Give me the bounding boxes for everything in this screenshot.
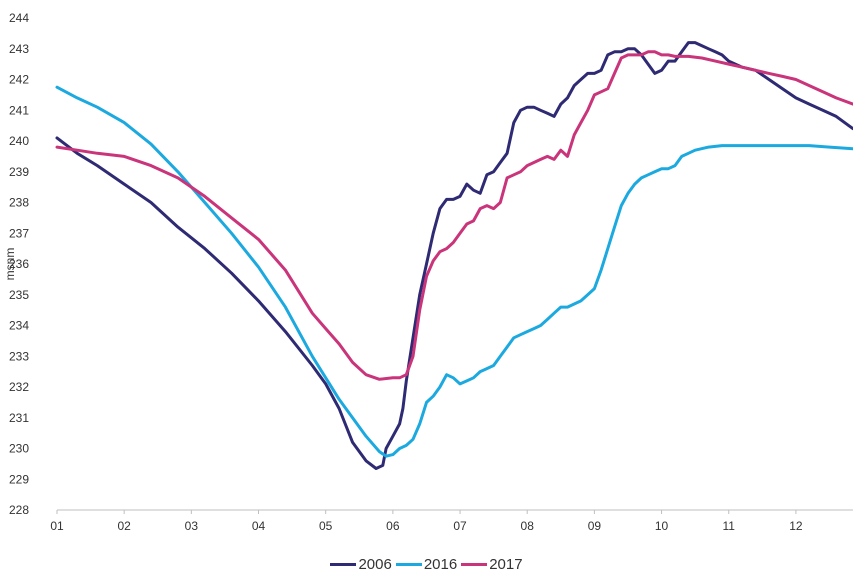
x-tick-label: 01 <box>50 519 64 533</box>
legend-label: 2006 <box>358 556 392 573</box>
series-line-2016 <box>55 85 853 458</box>
x-tick-label: 08 <box>521 519 535 533</box>
y-tick-label: 241 <box>9 103 29 117</box>
x-tick-labels: 01 02 03 04 05 06 07 08 09 10 11 12 <box>50 519 803 533</box>
x-tick-label: 05 <box>319 519 333 533</box>
y-tick-label: 239 <box>9 165 29 179</box>
y-tick-label: 242 <box>9 73 29 87</box>
legend-swatch <box>461 563 488 566</box>
x-tick-label: 04 <box>252 519 266 533</box>
legend-label: 2017 <box>489 556 523 573</box>
x-tick-label: 12 <box>789 519 803 533</box>
y-tick-label: 235 <box>9 288 29 302</box>
y-tick-label: 233 <box>9 349 29 363</box>
x-tick-label: 07 <box>453 519 467 533</box>
legend-swatch <box>330 563 357 566</box>
y-tick-label: 236 <box>9 257 29 271</box>
y-tick-labels: 228 229 230 231 232 233 234 235 236 237 238 239 240 2… <box>9 11 29 517</box>
y-tick-label: 243 <box>9 42 29 56</box>
legend-item-2006: 2006 <box>330 556 392 573</box>
y-tick-label: 244 <box>9 11 29 25</box>
x-tick-label: 06 <box>386 519 400 533</box>
y-axis-label: msnm <box>3 248 17 281</box>
series-lines <box>55 41 853 470</box>
y-tick-label: 229 <box>9 472 29 486</box>
y-tick-label: 238 <box>9 196 29 210</box>
x-tick-label: 10 <box>655 519 669 533</box>
series-line-2006 <box>55 41 853 470</box>
y-tick-label: 231 <box>9 411 29 425</box>
y-tick-label: 230 <box>9 442 29 456</box>
legend-label: 2016 <box>423 556 458 573</box>
x-axis <box>56 509 853 514</box>
legend-item-2016: 2016 <box>395 556 458 573</box>
y-tick-label: 228 <box>9 503 29 517</box>
y-tick-label: 240 <box>9 134 29 148</box>
y-tick-label: 232 <box>9 380 29 394</box>
y-tick-label: 237 <box>9 226 29 240</box>
x-tick-label: 09 <box>588 519 602 533</box>
y-tick-label: 234 <box>9 319 29 333</box>
legend: 2006 2016 2017 <box>0 556 853 573</box>
x-tick-label: 02 <box>117 519 131 533</box>
y-axis-label-group: msnm <box>3 248 17 281</box>
legend-swatch <box>395 563 422 566</box>
x-tick-label: 03 <box>185 519 199 533</box>
series-line-2017 <box>55 50 853 381</box>
legend-item-2017: 2017 <box>461 556 523 573</box>
x-tick-label: 11 <box>722 519 735 533</box>
